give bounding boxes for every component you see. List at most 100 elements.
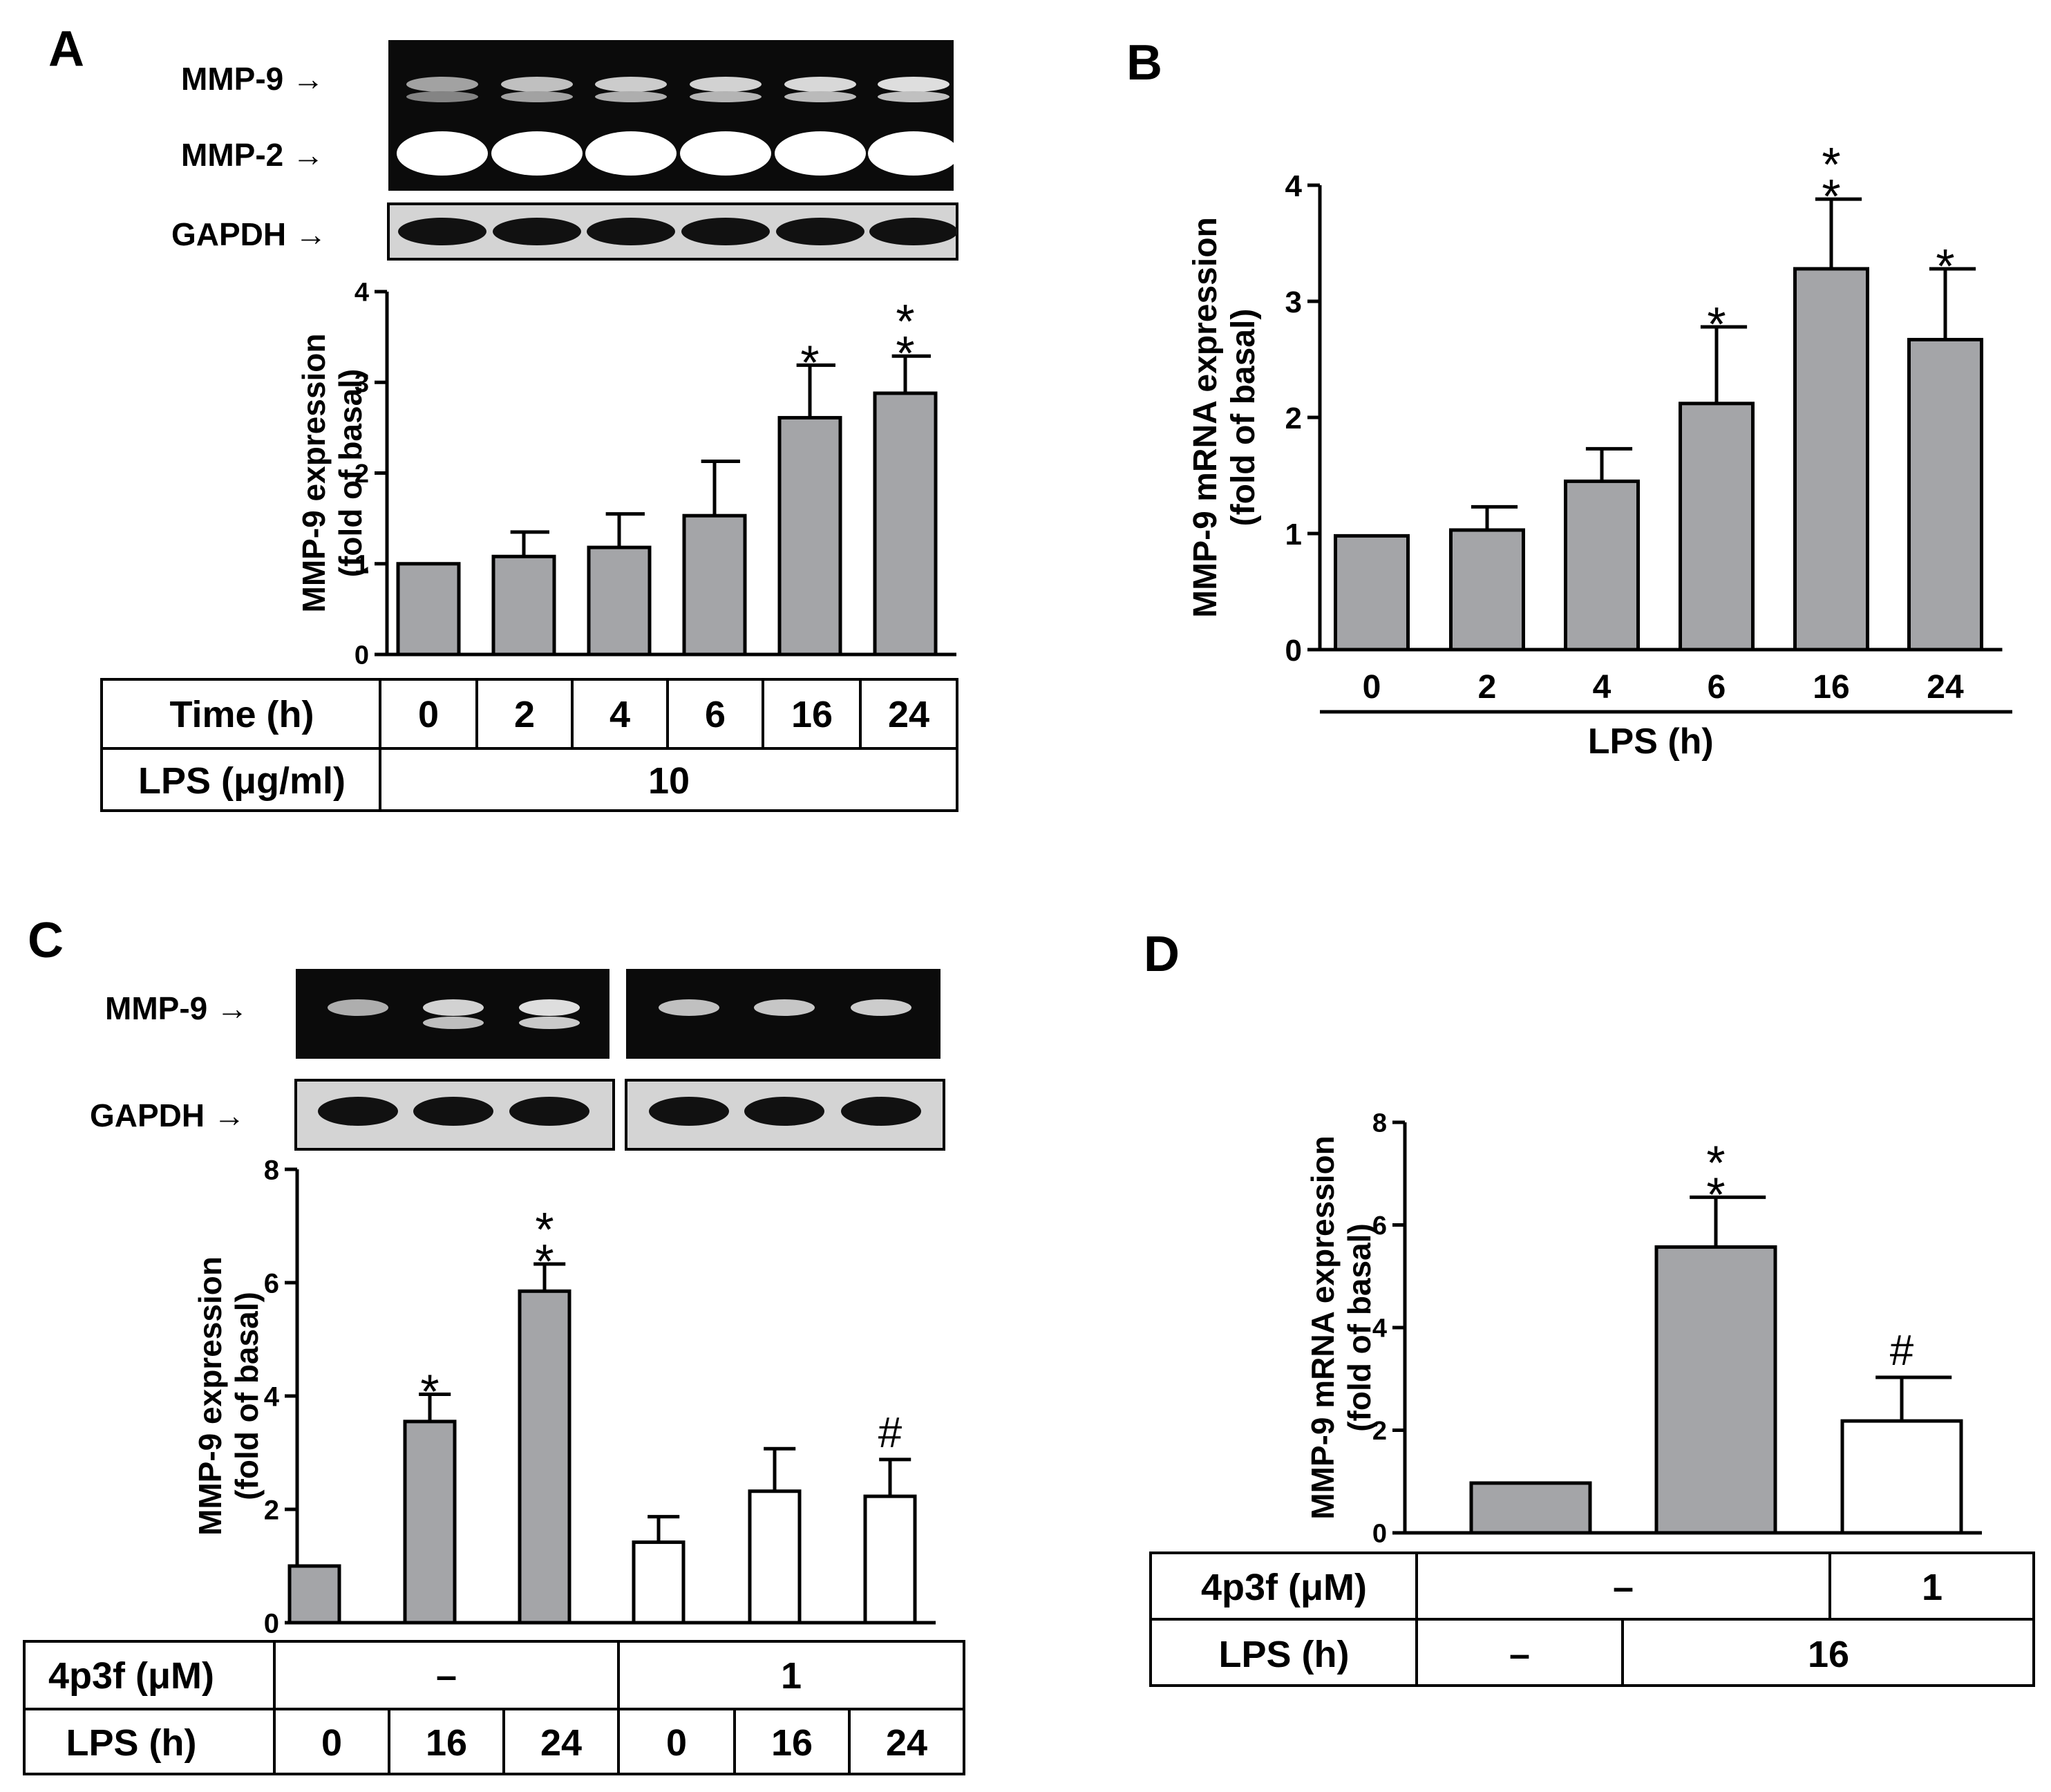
mmp2-band <box>868 131 959 176</box>
y-axis-label: MMP-9 expression(fold of basal) <box>296 334 368 613</box>
y-tick-label: 4 <box>1285 169 1303 203</box>
mmp9-band-lower <box>878 91 949 102</box>
y-axis-label-line: MMP-9 expression <box>192 1256 228 1536</box>
bar <box>1469 1481 1592 1535</box>
bar <box>1449 528 1525 652</box>
mmp9-band-lower <box>784 91 856 102</box>
bar <box>632 1540 686 1625</box>
y-tick-label: 2 <box>264 1495 279 1525</box>
table-a-time-cell: 0 <box>418 694 439 735</box>
table-a-time-cell: 4 <box>609 694 630 735</box>
bar <box>748 1489 802 1625</box>
y-tick-label: 3 <box>355 369 369 398</box>
mmp2-band <box>585 131 677 176</box>
y-axis-label-line: MMP-9 expression <box>296 334 332 613</box>
blot-a: MMP-9 → MMP-2 → GAPDH → <box>171 40 959 261</box>
gapdh-band <box>649 1097 729 1126</box>
mmp9-band-lower <box>595 91 667 102</box>
table-d-lps-cell: – <box>1509 1634 1530 1675</box>
x-tick-label: 4 <box>1593 669 1612 706</box>
bar <box>1793 267 1869 652</box>
table-a-time-cell: 16 <box>791 694 833 735</box>
significance-mark: * <box>1822 138 1840 191</box>
mmp9-band <box>878 77 949 92</box>
blot-c-gapdh-label: GAPDH → <box>90 1097 245 1133</box>
mmp9-band <box>595 77 667 92</box>
table-c-lps-cell: 16 <box>426 1722 467 1764</box>
table-c-lps-cell: 24 <box>886 1722 927 1764</box>
x-axis-label: LPS (h) <box>1588 721 1714 762</box>
significance-mark: * <box>1706 1167 1725 1221</box>
mmp9-band <box>754 999 815 1016</box>
significance-mark: * <box>1706 1135 1725 1189</box>
x-tick-label: 16 <box>1813 669 1849 706</box>
y-tick-label: 4 <box>1372 1314 1387 1343</box>
mmp9-band <box>423 999 484 1016</box>
mmp2-band <box>397 131 488 176</box>
mmp9-band-lower <box>690 91 762 102</box>
bar <box>396 562 461 657</box>
table-a-lps-dose: 10 <box>648 760 690 802</box>
table-a-row1-label: Time (h) <box>169 694 314 735</box>
y-tick-label: 4 <box>264 1381 280 1412</box>
y-tick-label: 1 <box>1285 518 1302 551</box>
bar <box>518 1289 571 1625</box>
table-d-lps-cell: 16 <box>1808 1634 1849 1675</box>
panel-letter-b: B <box>1126 35 1162 91</box>
mmp2-band <box>775 131 866 176</box>
x-tick-label: 6 <box>1708 669 1726 706</box>
table-a-time-cell: 6 <box>705 694 726 735</box>
y-axis-label-line: (fold of basal) <box>229 1292 265 1500</box>
table-a-row2-label: LPS (μg/ml) <box>138 760 346 802</box>
y-axis-label-line: (fold of basal) <box>1225 309 1262 527</box>
y-tick-label: 4 <box>355 279 369 308</box>
mmp2-band <box>491 131 583 176</box>
mmp9-band-lower <box>406 91 478 102</box>
bar <box>1654 1245 1777 1535</box>
significance-mark: * <box>1707 297 1726 351</box>
mmp9-band <box>659 999 719 1016</box>
gapdh-band <box>509 1097 589 1126</box>
table-d <box>1149 1552 2035 1687</box>
significance-mark: * <box>535 1202 554 1256</box>
mmp9-band <box>784 77 856 92</box>
blot-a-gapdh-label: GAPDH → <box>171 216 327 252</box>
bar <box>873 391 938 657</box>
y-tick-label: 6 <box>1372 1211 1387 1241</box>
table-d-row2-label: LPS (h) <box>1219 1634 1350 1675</box>
x-tick-label: 2 <box>1478 669 1497 706</box>
significance-mark: * <box>420 1365 439 1419</box>
mmp2-band <box>680 131 771 176</box>
y-tick-label: 2 <box>355 460 369 489</box>
panel-letter-d: D <box>1144 927 1180 982</box>
table-c <box>23 1640 965 1775</box>
y-axis-label: MMP-9 mRNA expression(fold of basal) <box>1187 217 1262 618</box>
y-tick-label: 2 <box>1372 1417 1387 1446</box>
significance-mark: * <box>1822 169 1840 223</box>
blot-c: MMP-9 → GAPDH → <box>90 969 945 1151</box>
x-tick-label: 24 <box>1927 669 1964 706</box>
y-tick-label: 0 <box>1285 634 1302 668</box>
y-tick-label: 3 <box>1285 285 1302 319</box>
y-axis-label: MMP-9 expression(fold of basal) <box>192 1256 265 1536</box>
y-axis-label-line: (fold of basal) <box>1341 1223 1377 1432</box>
mmp9-band <box>851 999 911 1016</box>
bar <box>403 1420 457 1625</box>
gapdh-band <box>587 218 675 245</box>
significance-mark: # <box>878 1409 902 1457</box>
mmp9-band <box>519 999 580 1016</box>
y-tick-label: 0 <box>264 1608 279 1639</box>
significance-mark: * <box>896 326 914 380</box>
bar <box>1334 534 1410 652</box>
bar <box>587 545 652 657</box>
bar <box>682 513 747 657</box>
bar <box>287 1564 341 1625</box>
bar <box>491 554 556 657</box>
gapdh-band <box>398 218 486 245</box>
mmp9-band <box>501 77 573 92</box>
table-a-time-cell: 24 <box>888 694 929 735</box>
gapdh-band <box>869 218 958 245</box>
y-axis-label-line: MMP-9 mRNA expression <box>1187 217 1224 618</box>
